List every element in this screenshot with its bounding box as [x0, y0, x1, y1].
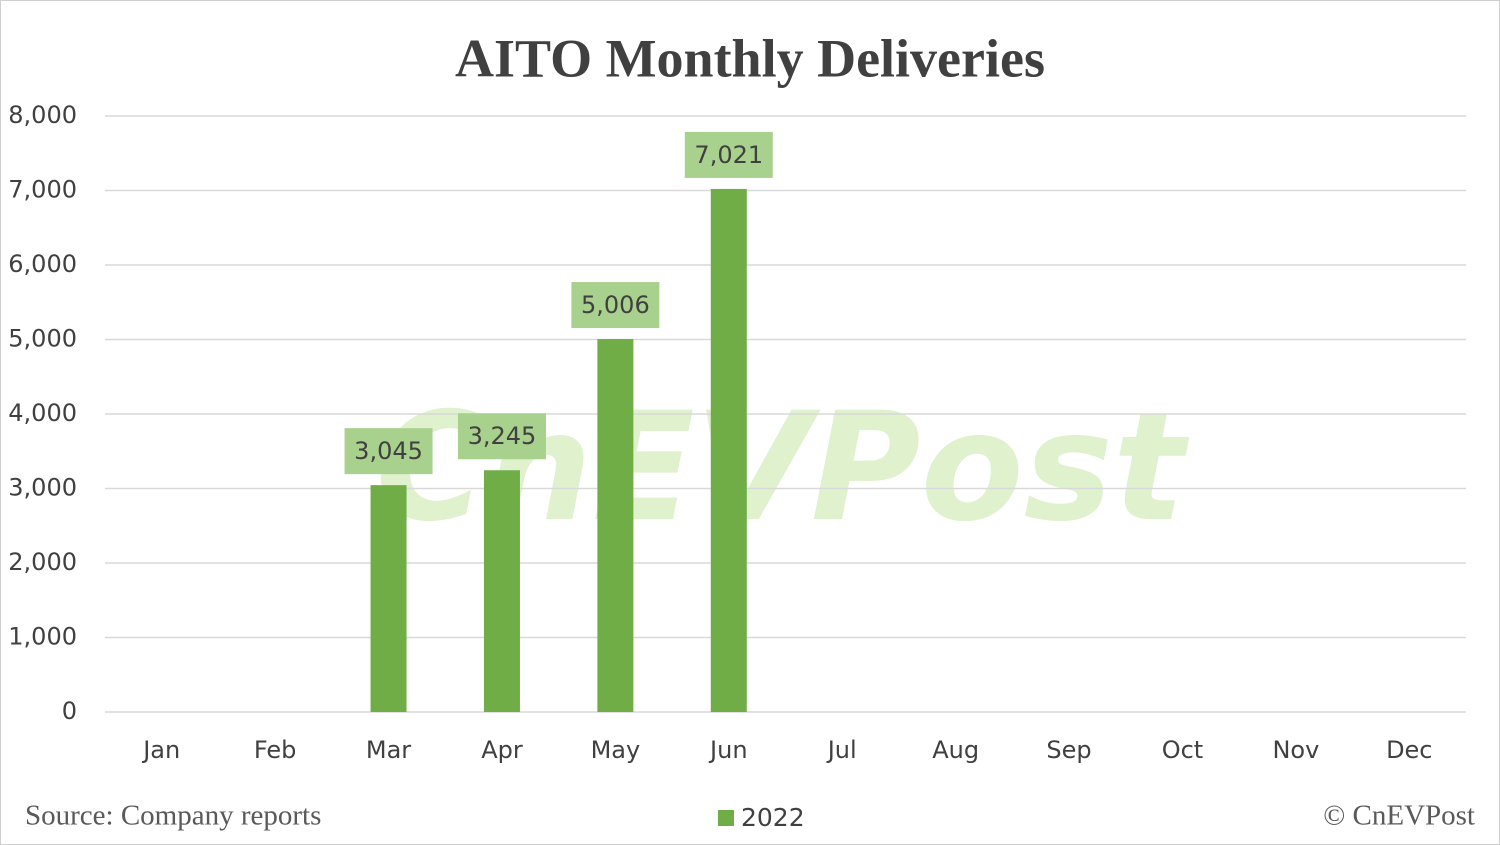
value-label: 7,021: [694, 141, 763, 169]
credit: © CnEVPost: [1323, 800, 1475, 832]
x-tick-label: Sep: [1046, 736, 1091, 764]
x-tick-label: Apr: [481, 736, 523, 764]
y-tick-label: 0: [62, 697, 77, 725]
x-tick-label: Mar: [366, 736, 411, 764]
x-tick-label: Jun: [708, 736, 748, 764]
x-tick-label: Jan: [141, 736, 180, 764]
x-tick-label: Dec: [1386, 736, 1432, 764]
value-label: 3,245: [468, 422, 537, 450]
value-label-box: [457, 413, 546, 460]
y-tick-label: 8,000: [8, 101, 77, 129]
x-tick-label: Aug: [932, 736, 979, 764]
y-tick-label: 3,000: [8, 474, 77, 502]
bar: [597, 339, 634, 712]
y-tick-label: 1,000: [8, 623, 77, 651]
x-tick-label: Oct: [1162, 736, 1204, 764]
value-label: 5,006: [581, 291, 650, 319]
value-label-box: [344, 428, 433, 475]
value-label: 3,045: [354, 437, 423, 465]
value-label-box: [684, 131, 773, 178]
legend-swatch: [718, 810, 734, 826]
chart-title: AITO Monthly Deliveries: [455, 28, 1045, 88]
source-note: Source: Company reports: [25, 800, 321, 832]
bar: [483, 470, 520, 712]
value-label-box: [571, 282, 660, 329]
y-tick-label: 4,000: [8, 399, 77, 427]
y-tick-label: 6,000: [8, 250, 77, 278]
legend-label: 2022: [741, 803, 805, 832]
x-tick-label: May: [591, 736, 641, 764]
x-tick-label: Nov: [1272, 736, 1319, 764]
y-tick-label: 5,000: [8, 325, 77, 353]
y-tick-label: 2,000: [8, 548, 77, 576]
bar: [710, 188, 747, 713]
x-tick-label: Jul: [826, 736, 857, 764]
x-tick-label: Feb: [254, 736, 297, 764]
bar: [370, 485, 407, 712]
y-tick-label: 7,000: [8, 176, 77, 204]
